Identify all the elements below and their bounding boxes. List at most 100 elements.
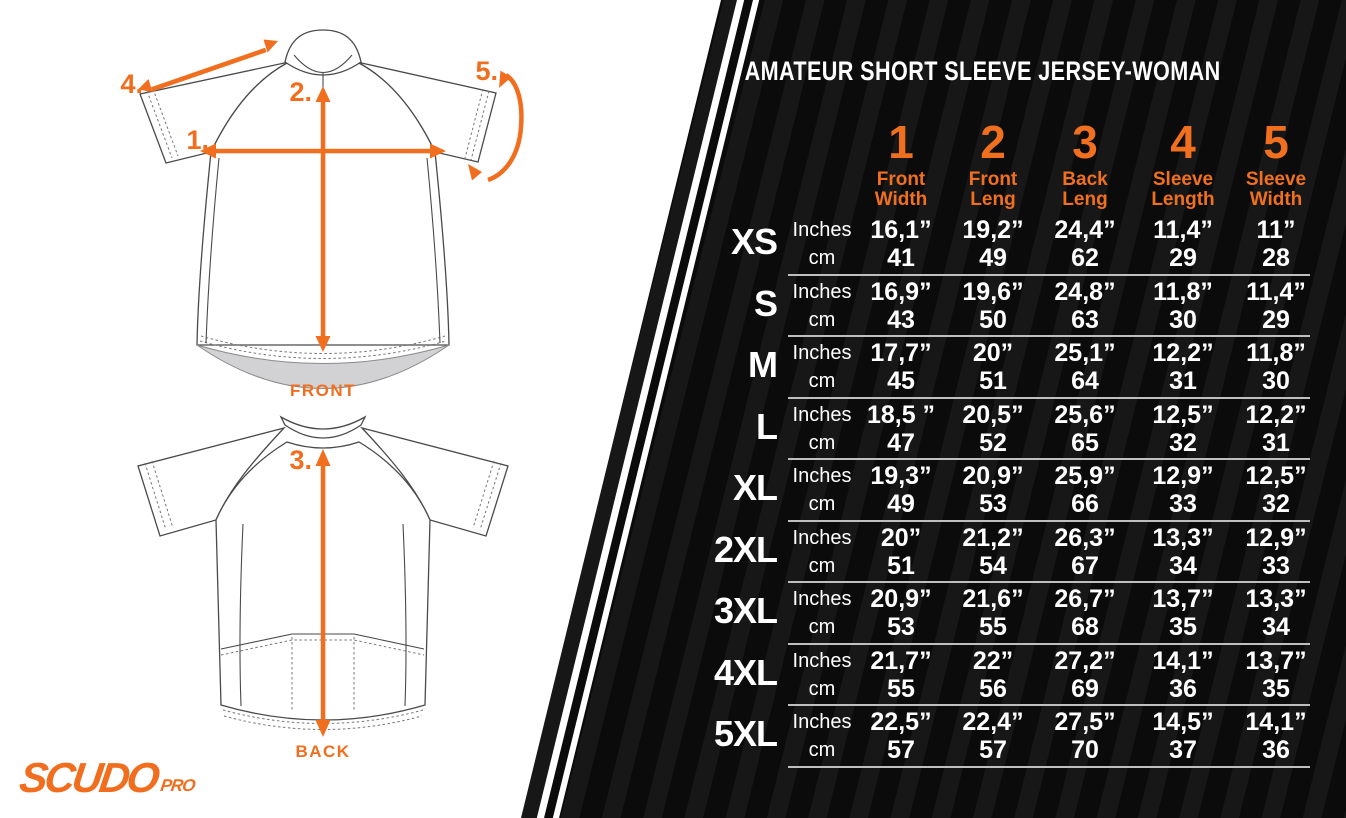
value-cm: 33 — [1169, 490, 1197, 518]
value-inches: 19,6” — [962, 277, 1024, 306]
value-inches: 13,3” — [1152, 523, 1214, 552]
table-row-2xl: 2XL Inches cm 20” 21,2” 26,3” 13,3” 12,9… — [690, 521, 1330, 583]
column-number: 5 — [1263, 116, 1289, 168]
value-cm: 62 — [1071, 244, 1099, 272]
value-inches: 11,8” — [1246, 339, 1306, 367]
value-inches: 25,6” — [1054, 400, 1116, 429]
value-inches: 16,9” — [870, 277, 932, 306]
value-inches: 22,5” — [870, 708, 932, 736]
value-cm: 49 — [979, 244, 1007, 272]
arrow-label-4: 4. — [120, 69, 143, 99]
value-cm: 64 — [1071, 367, 1099, 395]
measure-arrow-4 — [151, 47, 267, 92]
value-inches: 27,5” — [1054, 708, 1116, 736]
value-cm: 50 — [979, 305, 1007, 334]
size-label: 4XL — [713, 651, 778, 693]
unit-label: cm — [808, 739, 836, 761]
table-header: 1 2 3 4 5 Front Width Front Leng Back Leng … — [690, 118, 1330, 213]
value-inches: 17,7” — [870, 339, 932, 367]
unit-label: cm — [808, 431, 836, 454]
value-cm: 35 — [1262, 674, 1290, 703]
value-cm: 32 — [1169, 428, 1197, 457]
value-cm: 55 — [887, 674, 915, 703]
value-inches: 26,7” — [1054, 585, 1116, 613]
brand-logo-text: SCUDO — [16, 754, 161, 801]
unit-label: Inches — [792, 465, 852, 487]
unit-label: Inches — [792, 219, 852, 241]
value-inches: 20,5” — [962, 400, 1024, 429]
measure-arrow-5-heads — [468, 70, 511, 181]
unit-label: Inches — [792, 526, 852, 549]
value-cm: 65 — [1071, 428, 1099, 457]
value-cm: 31 — [1262, 428, 1290, 457]
value-inches: 19,3” — [870, 462, 932, 490]
value-inches: 13,7” — [1152, 585, 1214, 613]
value-cm: 68 — [1071, 613, 1099, 641]
unit-label: Inches — [792, 588, 852, 610]
value-cm: 51 — [979, 367, 1007, 395]
value-cm: 54 — [979, 551, 1007, 580]
row-separator — [788, 396, 1310, 399]
measure-arrow-2 — [320, 100, 326, 338]
value-inches: 20” — [880, 523, 922, 552]
value-inches: 25,1” — [1054, 339, 1116, 367]
value-inches: 21,2” — [962, 523, 1024, 552]
value-inches: 19,2” — [962, 216, 1024, 244]
front-stitching — [146, 88, 490, 359]
row-separator — [788, 765, 1310, 768]
value-cm: 49 — [887, 490, 915, 518]
unit-label: Inches — [792, 711, 852, 733]
value-inches: 11,8” — [1153, 277, 1213, 306]
row-separator — [788, 335, 1310, 337]
size-label: M — [748, 344, 778, 385]
value-cm: 51 — [887, 551, 915, 580]
unit-label: cm — [808, 308, 836, 331]
row-separator — [788, 581, 1310, 583]
size-table: XS Inches cm 16,1” 19,2” 24,4” 11,4” 11”… — [690, 213, 1330, 768]
value-inches: 11,4” — [1153, 216, 1213, 244]
row-separator — [788, 458, 1310, 460]
value-cm: 53 — [979, 490, 1007, 518]
jersey-measurement-diagram: 1. 2. 4. 5. FRONT — [120, 29, 524, 761]
value-cm: 30 — [1169, 305, 1197, 334]
measure-arrow-5 — [487, 73, 524, 183]
page-title: AMATEUR SHORT SLEEVE JERSEY-WOMAN — [744, 56, 1221, 86]
value-cm: 32 — [1262, 490, 1290, 518]
measure-arrows-front — [138, 39, 446, 352]
row-separator — [788, 273, 1310, 276]
arrow-label-3: 3. — [289, 445, 312, 475]
value-cm: 52 — [979, 428, 1007, 457]
value-inches: 18,5 ” — [866, 400, 936, 429]
value-cm: 31 — [1169, 367, 1197, 395]
unit-label: cm — [808, 616, 836, 638]
value-inches: 24,8” — [1054, 277, 1116, 306]
size-label: XS — [730, 221, 778, 262]
value-inches: 11,4” — [1246, 277, 1306, 306]
value-inches: 25,9” — [1054, 462, 1116, 490]
value-cm: 34 — [1262, 613, 1290, 641]
value-inches: 13,3” — [1245, 585, 1307, 613]
value-cm: 47 — [887, 428, 915, 457]
value-inches: 12,2” — [1152, 339, 1214, 367]
unit-label: Inches — [792, 342, 852, 364]
value-inches: 14,1” — [1245, 708, 1307, 736]
unit-label: cm — [808, 554, 836, 577]
value-cm: 33 — [1262, 551, 1290, 580]
value-inches: 12,9” — [1245, 523, 1307, 552]
table-row-xl: XL Inches cm 19,3” 20,9” 25,9” 12,9” 12,… — [690, 459, 1330, 522]
value-inches: 24,4” — [1054, 216, 1116, 244]
value-cm: 57 — [979, 736, 1007, 764]
unit-label: cm — [808, 493, 836, 515]
value-cm: 67 — [1071, 551, 1099, 580]
front-seams — [205, 157, 441, 344]
value-cm: 69 — [1071, 674, 1099, 703]
unit-label: Inches — [792, 649, 852, 672]
back-caption: BACK — [295, 742, 350, 761]
size-label: XL — [732, 467, 778, 508]
value-inches: 12,2” — [1245, 400, 1307, 429]
column-number: 1 — [888, 116, 914, 168]
value-cm: 36 — [1169, 674, 1197, 703]
unit-label: Inches — [792, 280, 852, 303]
value-cm: 41 — [887, 244, 915, 272]
